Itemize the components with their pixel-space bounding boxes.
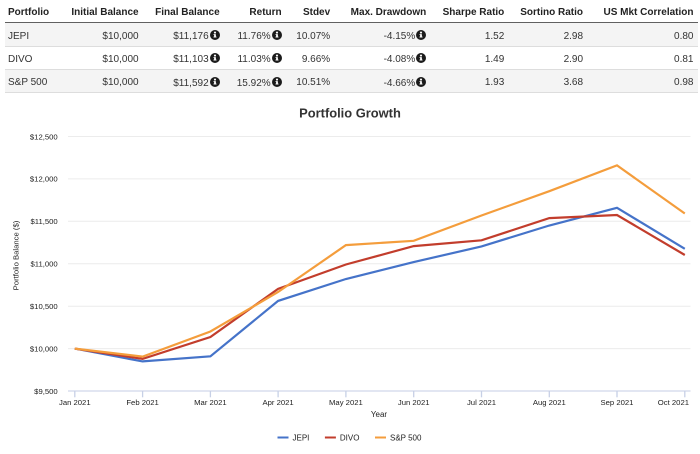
svg-text:$12,000: $12,000 [30,175,58,184]
svg-text:$11,500: $11,500 [30,217,57,226]
svg-text:JEPI: JEPI [293,433,310,442]
svg-text:S&P 500: S&P 500 [390,433,422,442]
svg-text:$11,000: $11,000 [30,260,57,269]
svg-text:$9,500: $9,500 [34,387,58,396]
svg-text:Jan 2021: Jan 2021 [59,398,91,407]
svg-text:DIVO: DIVO [340,433,360,442]
svg-text:Oct 2021: Oct 2021 [658,398,689,407]
svg-text:Jul 2021: Jul 2021 [467,398,496,407]
svg-text:Portfolio Balance ($): Portfolio Balance ($) [12,220,21,290]
svg-text:$10,500: $10,500 [30,302,58,311]
svg-text:Feb 2021: Feb 2021 [126,398,158,407]
svg-text:Mar 2021: Mar 2021 [194,398,226,407]
svg-text:$12,500: $12,500 [30,132,58,141]
svg-text:Year: Year [371,410,388,419]
svg-text:Aug 2021: Aug 2021 [533,398,566,407]
svg-text:Sep 2021: Sep 2021 [601,398,634,407]
svg-text:Apr 2021: Apr 2021 [262,398,293,407]
svg-text:Portfolio Growth: Portfolio Growth [299,106,401,121]
svg-text:May 2021: May 2021 [329,398,363,407]
svg-text:Jun 2021: Jun 2021 [398,398,430,407]
svg-text:$10,000: $10,000 [30,344,58,353]
